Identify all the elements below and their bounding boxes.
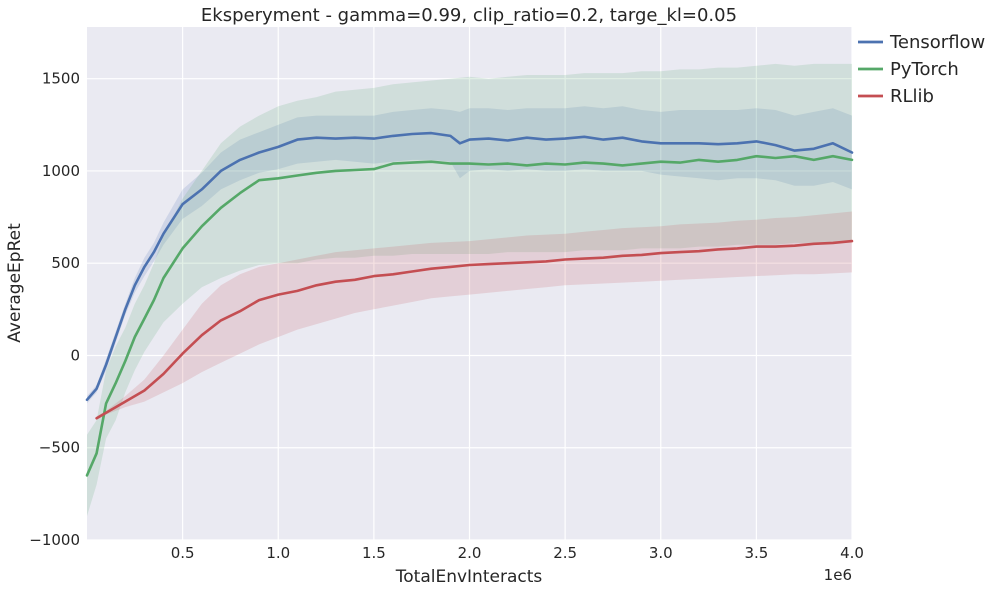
- x-tick-label: 4.0: [840, 544, 864, 562]
- series-line-pytorch: [85, 154, 854, 477]
- x-multiplier-label: 1e6: [824, 566, 852, 584]
- series-lines: [85, 131, 854, 477]
- x-tick-label: 0.5: [171, 544, 195, 562]
- y-tick-label: 500: [51, 254, 80, 272]
- x-tick-label: 3.5: [744, 544, 768, 562]
- confidence-bands: [87, 63, 853, 517]
- x-tick-label: 1.5: [362, 544, 386, 562]
- band-rllib: [96, 211, 853, 421]
- band-tensorflow: [87, 106, 852, 404]
- y-tick-label: 1000: [42, 162, 80, 180]
- chart-title: Eksperyment - gamma=0.99, clip_ratio=0.2…: [201, 5, 737, 26]
- y-axis-label: AverageEpRet: [5, 223, 25, 343]
- x-tick-label: 2.0: [458, 544, 482, 562]
- band-pytorch: [87, 63, 852, 517]
- y-tick-label: 1500: [42, 70, 80, 88]
- series-line-tensorflow: [85, 131, 854, 402]
- series-line-rllib: [95, 239, 854, 420]
- x-tick-label: 3.0: [649, 544, 673, 562]
- y-tick-labels: −1000 −500 0 500 1000 1500: [29, 70, 80, 549]
- y-tick-label: −500: [39, 439, 80, 457]
- x-tick-label: 2.5: [553, 544, 577, 562]
- legend-label: PyTorch: [890, 59, 959, 80]
- legend-label: Tensorflow: [889, 32, 985, 53]
- y-tick-label: −1000: [29, 531, 80, 549]
- legend-label: RLlib: [890, 86, 934, 107]
- legend: Tensorflow PyTorch RLlib: [858, 32, 985, 107]
- y-tick-label: 0: [70, 346, 80, 364]
- x-tick-label: 1.0: [266, 544, 290, 562]
- x-tick-labels: 0.5 1.0 1.5 2.0 2.5 3.0 3.5 4.0: [171, 544, 864, 562]
- grid: [87, 27, 853, 541]
- x-axis-label: TotalEnvInteracts: [395, 567, 543, 587]
